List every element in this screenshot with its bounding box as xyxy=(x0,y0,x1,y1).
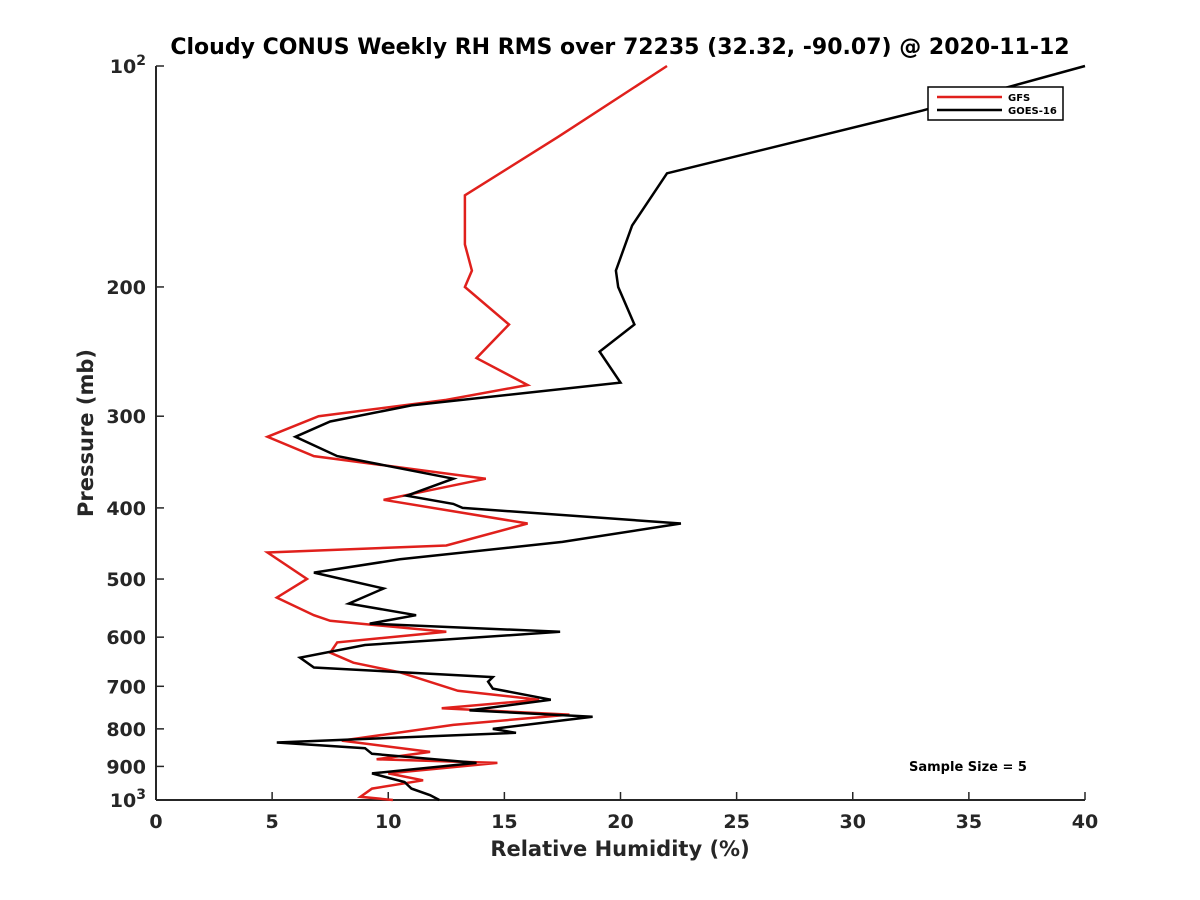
sample-size-annotation: Sample Size = 5 xyxy=(909,760,1027,775)
legend-label-gfs: GFS xyxy=(1008,93,1030,104)
x-tick-label: 30 xyxy=(840,811,866,833)
x-tick-label: 35 xyxy=(956,811,982,833)
y-tick-label: 103 xyxy=(110,787,146,812)
y-tick-exponent: 2 xyxy=(136,53,146,69)
y-ticks: 102 200 300 400 500 600 700 800 900 103 xyxy=(106,53,164,812)
y-tick-exponent: 3 xyxy=(136,787,146,803)
x-tick-label: 10 xyxy=(375,811,401,833)
series-line-gfs xyxy=(263,64,668,802)
x-axis-label: Relative Humidity (%) xyxy=(490,837,749,861)
y-tick-label: 400 xyxy=(106,498,146,520)
legend-label-goes16: GOES-16 xyxy=(1008,106,1057,117)
axes xyxy=(155,66,1085,801)
x-tick-label: 20 xyxy=(607,811,633,833)
x-tick-label: 15 xyxy=(491,811,517,833)
y-tick-label: 900 xyxy=(106,756,146,778)
chart-title: Cloudy CONUS Weekly RH RMS over 72235 (3… xyxy=(170,35,1069,60)
y-tick-label: 800 xyxy=(106,719,146,741)
legend: GFS GOES-16 xyxy=(927,86,1064,121)
y-tick-label: 102 xyxy=(110,53,146,78)
y-tick-label: 200 xyxy=(106,277,146,299)
x-tick-label: 5 xyxy=(266,811,279,833)
series-group xyxy=(263,64,1086,802)
y-tick-label: 700 xyxy=(106,676,146,698)
x-tick-label: 40 xyxy=(1072,811,1098,833)
y-tick-label: 300 xyxy=(106,406,146,428)
y-axis-label: Pressure (mb) xyxy=(74,349,98,517)
x-tick-label: 0 xyxy=(149,811,162,833)
x-ticks: 0 5 10 15 20 25 30 35 40 xyxy=(149,792,1098,833)
legend-box xyxy=(927,86,1064,121)
x-tick-label: 25 xyxy=(723,811,749,833)
y-tick-label: 500 xyxy=(106,569,146,591)
series-line-goes16 xyxy=(276,64,1086,802)
y-tick-label: 600 xyxy=(106,627,146,649)
